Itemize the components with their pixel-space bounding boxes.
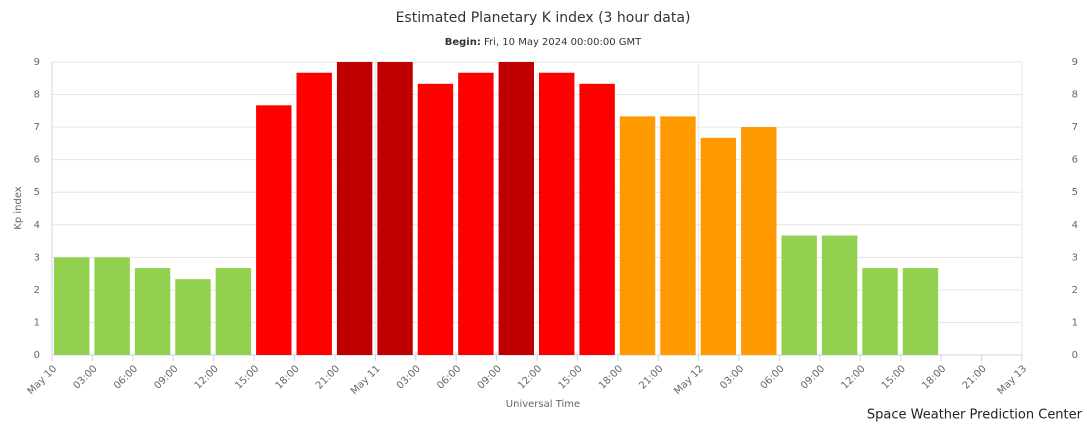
x-tick-label: 03:00 <box>395 363 423 391</box>
y2-tick-label: 3 <box>1072 252 1078 263</box>
bar <box>377 62 413 355</box>
x-tick-label: 03:00 <box>718 363 746 391</box>
y-tick-label: 4 <box>34 220 40 231</box>
y-axis-label: Kp index <box>13 186 24 230</box>
bar <box>700 137 737 355</box>
bar <box>539 72 575 355</box>
x-tick-label: May 10 <box>26 363 60 397</box>
y-tick-label: 1 <box>34 317 40 328</box>
x-tick-label: 21:00 <box>314 363 342 391</box>
y-tick-label: 2 <box>34 285 40 296</box>
chart-title: Estimated Planetary K index (3 hour data… <box>396 10 691 26</box>
bar <box>458 72 494 355</box>
x-tick-label: May 13 <box>996 363 1030 397</box>
x-tick-label: 12:00 <box>193 363 221 391</box>
bar <box>660 116 696 356</box>
y2-tick-label: 0 <box>1072 350 1078 361</box>
x-tick-label: 06:00 <box>112 363 140 391</box>
y2-tick-label: 6 <box>1072 155 1078 166</box>
x-tick-label: 12:00 <box>516 363 544 391</box>
y-tick-label: 0 <box>34 350 40 361</box>
chart-subtitle: Begin: Fri, 10 May 2024 00:00:00 GMT <box>445 37 642 48</box>
bar <box>741 127 777 355</box>
credit: Space Weather Prediction Center <box>867 408 1083 423</box>
x-axis-label: Universal Time <box>506 399 580 410</box>
y-tick-label: 3 <box>34 252 40 263</box>
x-tick-label: 03:00 <box>71 363 99 391</box>
bar <box>256 105 292 355</box>
x-tick-label: 15:00 <box>880 363 908 391</box>
x-tick-label: 15:00 <box>233 363 261 391</box>
bar <box>175 279 211 355</box>
y-tick-label: 5 <box>34 187 40 198</box>
bar <box>134 268 171 355</box>
x-tick-label: 09:00 <box>152 363 180 391</box>
x-tick-label: 21:00 <box>637 363 665 391</box>
y2-tick-label: 9 <box>1072 57 1078 68</box>
bar <box>821 235 858 355</box>
y-tick-label: 6 <box>34 155 40 166</box>
y2-tick-label: 8 <box>1072 90 1078 101</box>
x-tick-label: 18:00 <box>920 363 948 391</box>
bar <box>498 62 534 355</box>
y2-tick-label: 2 <box>1072 285 1078 296</box>
bar <box>902 268 939 355</box>
bar <box>54 257 90 355</box>
x-tick-label: 09:00 <box>799 363 827 391</box>
x-tick-label: 06:00 <box>435 363 463 391</box>
y-tick-label: 9 <box>34 57 40 68</box>
x-tick-label: May 12 <box>672 363 706 397</box>
y2-tick-label: 5 <box>1072 187 1078 198</box>
x-tick-label: 18:00 <box>597 363 625 391</box>
y-tick-label: 7 <box>34 122 40 133</box>
x-tick-label: 09:00 <box>476 363 504 391</box>
bar <box>579 83 615 355</box>
y2-tick-label: 1 <box>1072 317 1078 328</box>
x-tick-label: 06:00 <box>759 363 787 391</box>
bar <box>296 72 332 355</box>
y2-tick-label: 4 <box>1072 220 1078 231</box>
y-tick-label: 8 <box>34 90 40 101</box>
x-tick-label: 21:00 <box>961 363 989 391</box>
bar <box>862 268 898 355</box>
x-tick-label: 15:00 <box>556 363 584 391</box>
bar <box>94 257 130 355</box>
subtitle-label: Begin: <box>445 37 481 48</box>
bar <box>781 235 817 355</box>
subtitle-value: Fri, 10 May 2024 00:00:00 GMT <box>484 37 642 48</box>
x-tick-label: 18:00 <box>274 363 302 391</box>
bar <box>619 116 656 356</box>
y2-tick-label: 7 <box>1072 122 1078 133</box>
x-tick-label: 12:00 <box>839 363 867 391</box>
x-tick-label: May 11 <box>349 363 383 397</box>
bar <box>417 83 454 355</box>
bar <box>336 62 373 355</box>
bar <box>215 268 252 355</box>
